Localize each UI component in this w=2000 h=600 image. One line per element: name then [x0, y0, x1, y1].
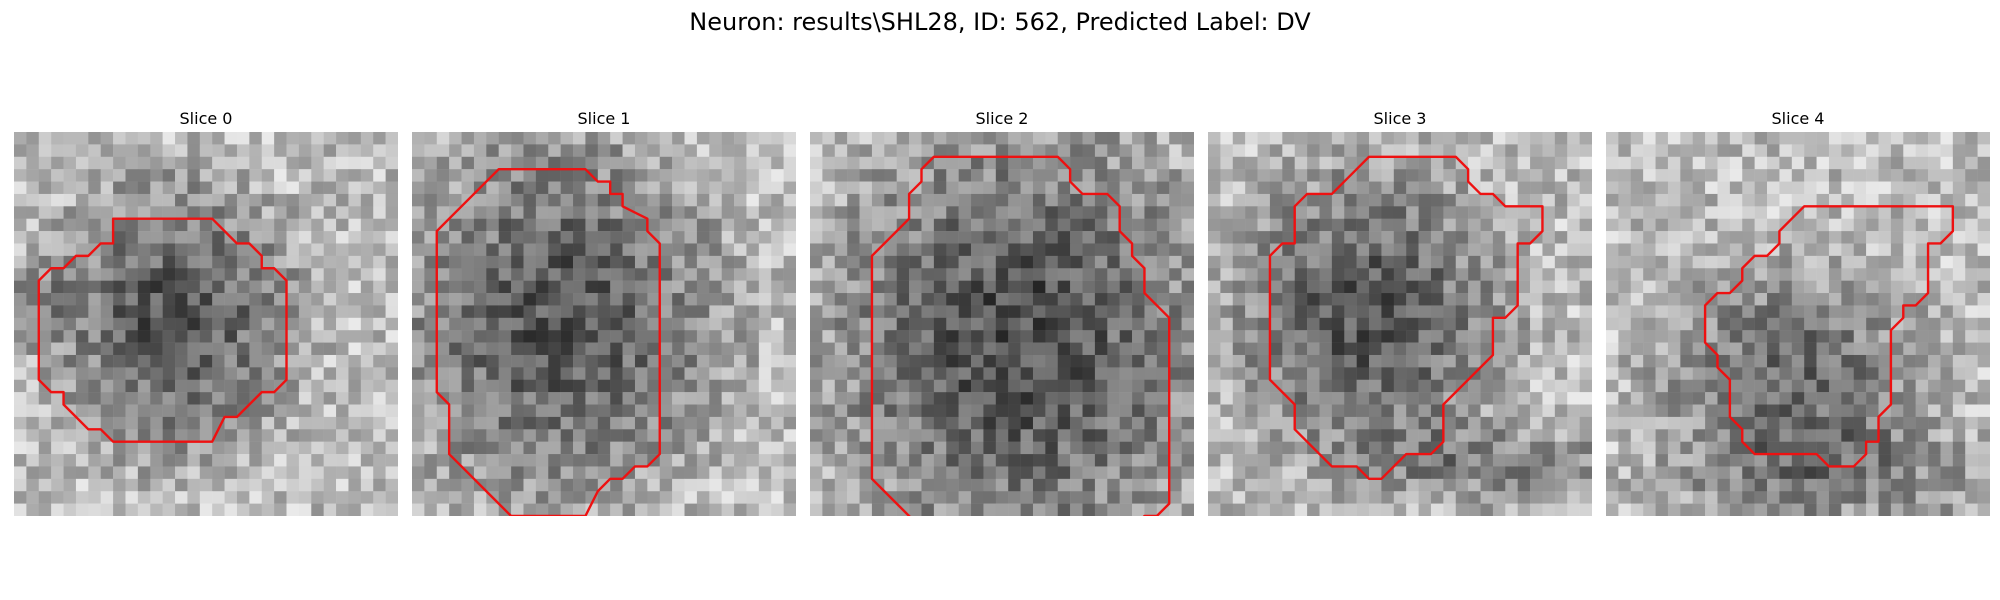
- slice-panel: Slice 1: [412, 106, 796, 516]
- slice-panel: Slice 3: [1208, 106, 1592, 516]
- pixel-texture: [1208, 132, 1592, 516]
- pixel-texture: [14, 132, 398, 516]
- roi-contour: [1270, 157, 1543, 479]
- roi-contour: [872, 157, 1169, 516]
- slice-image: [14, 132, 398, 516]
- slice-title: Slice 2: [975, 109, 1029, 128]
- pixel-texture: [1606, 132, 1990, 516]
- slice-title: Slice 4: [1771, 109, 1825, 128]
- roi-contour: [437, 169, 660, 516]
- slice-image: [412, 132, 796, 516]
- slice-panel: Slice 0: [14, 106, 398, 516]
- slice-title: Slice 0: [179, 109, 233, 128]
- figure-title: Neuron: results\SHL28, ID: 562, Predicte…: [689, 8, 1311, 36]
- slice-panel: Slice 4: [1606, 106, 1990, 516]
- pixel-texture: [810, 132, 1194, 516]
- slice-image: [1606, 132, 1990, 516]
- slice-image: [810, 132, 1194, 516]
- slice-title: Slice 1: [577, 109, 631, 128]
- roi-contour: [39, 219, 287, 442]
- slice-title: Slice 3: [1373, 109, 1427, 128]
- slice-image: [1208, 132, 1592, 516]
- roi-contour: [1705, 206, 1953, 466]
- slice-panel: Slice 2: [810, 106, 1194, 516]
- pixel-texture: [412, 132, 796, 516]
